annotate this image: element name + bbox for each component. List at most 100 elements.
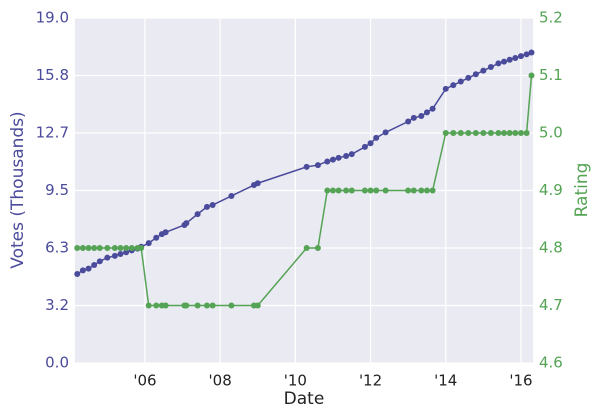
y-tick-label: 12.7 bbox=[36, 123, 69, 141]
series-point bbox=[79, 245, 86, 251]
series-point bbox=[203, 203, 210, 210]
series-point bbox=[162, 229, 169, 236]
series-point bbox=[96, 245, 103, 251]
series-point bbox=[74, 245, 81, 251]
series-point bbox=[111, 245, 118, 251]
series-point bbox=[329, 187, 336, 194]
x-tick-label: '12 bbox=[359, 372, 382, 390]
marks bbox=[74, 49, 535, 309]
series-point bbox=[335, 154, 342, 161]
y-tick-label: 6.3 bbox=[45, 239, 69, 257]
series-point bbox=[472, 130, 479, 136]
series-point bbox=[528, 49, 535, 56]
series-point bbox=[429, 105, 436, 112]
y2-tick-label: 5.2 bbox=[539, 9, 563, 27]
series-point bbox=[209, 202, 216, 209]
series-point bbox=[117, 251, 124, 258]
series-point bbox=[405, 118, 412, 125]
y2-tick-label: 4.8 bbox=[539, 239, 563, 257]
series-point bbox=[512, 130, 519, 136]
y2-tick-label: 4.9 bbox=[539, 181, 563, 199]
series-point bbox=[423, 187, 430, 194]
series-point bbox=[487, 130, 494, 136]
series-point bbox=[418, 187, 425, 194]
series-point bbox=[343, 153, 350, 159]
series-point bbox=[123, 245, 130, 251]
series-point bbox=[442, 85, 449, 92]
series-point bbox=[442, 130, 449, 136]
series-point bbox=[495, 130, 502, 136]
y2-tick-label: 5.1 bbox=[539, 66, 563, 84]
series-point bbox=[128, 245, 135, 251]
series-point bbox=[303, 163, 310, 170]
series-point bbox=[450, 82, 457, 89]
series-point bbox=[472, 71, 479, 78]
series-point bbox=[512, 54, 519, 61]
series-point bbox=[162, 302, 169, 309]
x-tick-label: '14 bbox=[434, 372, 457, 390]
series-point bbox=[506, 130, 513, 136]
series-point bbox=[480, 67, 487, 74]
series-point bbox=[348, 187, 355, 194]
x-tick-label: '10 bbox=[284, 372, 307, 390]
series-point bbox=[194, 302, 201, 309]
series-point bbox=[91, 245, 98, 251]
y-tick-label: 15.8 bbox=[36, 66, 69, 84]
y2-tick-label: 4.7 bbox=[539, 296, 563, 314]
y-tick-label: 3.2 bbox=[45, 296, 69, 314]
series-point bbox=[183, 220, 190, 227]
series-point bbox=[382, 129, 389, 136]
series-point bbox=[329, 156, 336, 163]
series-point bbox=[480, 130, 487, 136]
series-point bbox=[104, 245, 111, 251]
y2-axis-title: Rating bbox=[572, 163, 592, 218]
series-point bbox=[523, 51, 530, 58]
series-point bbox=[487, 64, 494, 71]
series-point bbox=[501, 58, 508, 65]
series-point bbox=[506, 56, 513, 63]
series-point bbox=[335, 187, 342, 194]
series-point bbox=[373, 187, 380, 194]
series-point bbox=[85, 245, 92, 251]
series-point bbox=[361, 187, 368, 194]
series-point bbox=[517, 53, 524, 60]
series-point bbox=[495, 60, 502, 67]
x-tick-label: '06 bbox=[133, 372, 156, 390]
series-point bbox=[324, 187, 331, 194]
series-point bbox=[450, 130, 457, 136]
series-point bbox=[145, 302, 152, 309]
series-point bbox=[528, 72, 535, 79]
series-point bbox=[457, 78, 464, 85]
series-point bbox=[74, 271, 81, 278]
series-point bbox=[410, 114, 417, 121]
y-axis-title: Votes (Thousands) bbox=[8, 111, 28, 268]
series-point bbox=[153, 302, 160, 309]
x-tick-label: '08 bbox=[209, 372, 232, 390]
series-point bbox=[382, 187, 389, 194]
series-point bbox=[117, 245, 124, 251]
series-point bbox=[303, 245, 310, 251]
series-point bbox=[254, 180, 261, 187]
series-point bbox=[194, 211, 201, 218]
series-point bbox=[85, 265, 92, 272]
series-point bbox=[418, 113, 425, 120]
series-point bbox=[153, 234, 160, 241]
series-point bbox=[314, 162, 321, 169]
series-point bbox=[91, 261, 98, 268]
series-point bbox=[465, 130, 472, 136]
series-point bbox=[517, 130, 524, 136]
series-point bbox=[410, 187, 417, 194]
y2-tick-label: 5.0 bbox=[539, 124, 563, 142]
series-point bbox=[405, 187, 412, 194]
series-point bbox=[457, 130, 464, 136]
series-point bbox=[183, 302, 190, 309]
series-point bbox=[324, 158, 331, 165]
y-tick-label: 0.0 bbox=[45, 354, 69, 372]
series-point bbox=[228, 302, 235, 309]
series-point bbox=[367, 140, 374, 147]
y-tick-label: 9.5 bbox=[45, 181, 69, 199]
series-point bbox=[367, 187, 374, 194]
series-point bbox=[123, 249, 130, 256]
series-point bbox=[209, 302, 216, 309]
